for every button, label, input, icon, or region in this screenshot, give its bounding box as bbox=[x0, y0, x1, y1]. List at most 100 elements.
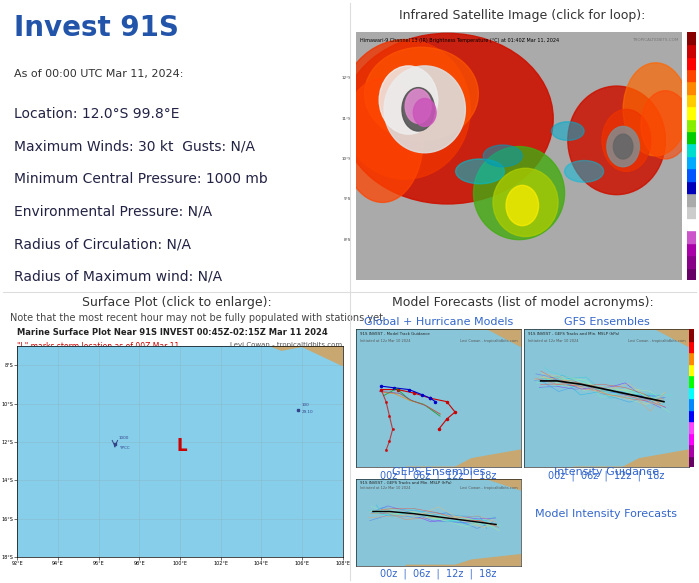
Bar bbox=[687, 44, 696, 57]
Ellipse shape bbox=[568, 86, 665, 195]
Text: Surface Plot (click to enlarge):: Surface Plot (click to enlarge): bbox=[82, 296, 271, 309]
Polygon shape bbox=[271, 346, 343, 366]
Ellipse shape bbox=[365, 47, 478, 141]
Text: 91S INVEST - Model Track Guidance: 91S INVEST - Model Track Guidance bbox=[360, 332, 429, 336]
Ellipse shape bbox=[602, 110, 651, 171]
Bar bbox=[687, 57, 696, 69]
Text: 10°S: 10°S bbox=[342, 157, 352, 161]
Text: GEPS Ensembles: GEPS Ensembles bbox=[392, 467, 485, 477]
Text: TROPICALTIDBITS.COM: TROPICALTIDBITS.COM bbox=[632, 38, 679, 42]
Ellipse shape bbox=[473, 146, 565, 240]
Text: 100: 100 bbox=[302, 403, 310, 407]
Bar bbox=[687, 205, 696, 218]
Bar bbox=[689, 329, 694, 340]
Ellipse shape bbox=[456, 159, 505, 184]
Bar bbox=[687, 218, 696, 230]
Text: Global + Hurricane Models: Global + Hurricane Models bbox=[364, 317, 513, 326]
Text: Radius of Maximum wind: N/A: Radius of Maximum wind: N/A bbox=[14, 270, 222, 284]
Bar bbox=[689, 398, 694, 410]
Text: 11°S: 11°S bbox=[342, 117, 352, 121]
Bar bbox=[689, 352, 694, 364]
Text: Maximum Winds: 30 kt  Gusts: N/A: Maximum Winds: 30 kt Gusts: N/A bbox=[14, 139, 255, 153]
Ellipse shape bbox=[342, 33, 553, 204]
Text: Levi Cowan - tropicaltidbits.com: Levi Cowan - tropicaltidbits.com bbox=[231, 342, 343, 348]
Ellipse shape bbox=[623, 63, 689, 156]
Polygon shape bbox=[631, 329, 689, 346]
Text: Environmental Pressure: N/A: Environmental Pressure: N/A bbox=[14, 205, 212, 219]
Text: Infrared Satellite Image (click for loop):: Infrared Satellite Image (click for loop… bbox=[399, 9, 646, 22]
Text: Location: 12.0°S 99.8°E: Location: 12.0°S 99.8°E bbox=[14, 107, 180, 121]
Bar bbox=[689, 410, 694, 422]
Bar bbox=[687, 156, 696, 168]
Text: Marine Surface Plot Near 91S INVEST 00:45Z-02:15Z Mar 11 2024: Marine Surface Plot Near 91S INVEST 00:4… bbox=[17, 328, 328, 336]
Text: Himawari-9 Channel 13 (IR) Brightness Temperature (°C) at 01:40Z Mar 11, 2024: Himawari-9 Channel 13 (IR) Brightness Te… bbox=[360, 38, 559, 43]
Text: Model Forecasts (list of model acronyms):: Model Forecasts (list of model acronyms)… bbox=[391, 296, 654, 309]
Ellipse shape bbox=[506, 185, 538, 226]
Text: GFS Ensembles: GFS Ensembles bbox=[563, 317, 649, 326]
Bar bbox=[687, 118, 696, 131]
Text: 91S INVEST - GEPS Tracks and Min. MSLP (hPa): 91S INVEST - GEPS Tracks and Min. MSLP (… bbox=[360, 481, 452, 485]
Text: 00z  |  06z  |  12z  |  18z: 00z | 06z | 12z | 18z bbox=[380, 568, 497, 579]
Text: 00z  |  06z  |  12z  |  18z: 00z | 06z | 12z | 18z bbox=[548, 470, 665, 481]
Polygon shape bbox=[463, 329, 521, 346]
Bar bbox=[689, 433, 694, 444]
Ellipse shape bbox=[607, 127, 640, 167]
Bar bbox=[687, 143, 696, 156]
Text: "L" marks storm location as of 00Z Mar 11: "L" marks storm location as of 00Z Mar 1… bbox=[17, 342, 180, 351]
Ellipse shape bbox=[565, 160, 604, 182]
Bar bbox=[687, 106, 696, 118]
Text: Initiated at 12z Mar 10 2024: Initiated at 12z Mar 10 2024 bbox=[360, 339, 410, 343]
Bar bbox=[689, 364, 694, 375]
Bar bbox=[687, 94, 696, 106]
Ellipse shape bbox=[613, 134, 633, 159]
Bar bbox=[687, 69, 696, 82]
Ellipse shape bbox=[384, 66, 466, 153]
Text: 29.10: 29.10 bbox=[302, 410, 314, 415]
Polygon shape bbox=[573, 450, 689, 468]
Ellipse shape bbox=[340, 40, 470, 179]
Text: Invest 91S: Invest 91S bbox=[14, 15, 179, 43]
Bar bbox=[687, 255, 696, 268]
Bar bbox=[689, 375, 694, 387]
Text: 91S INVEST - GEFS Tracks and Min. MSLP (hPa): 91S INVEST - GEFS Tracks and Min. MSLP (… bbox=[528, 332, 619, 336]
Ellipse shape bbox=[413, 99, 436, 127]
Text: Levi Cowan - tropicaltidbits.com: Levi Cowan - tropicaltidbits.com bbox=[460, 339, 517, 343]
Text: Minimum Central Pressure: 1000 mb: Minimum Central Pressure: 1000 mb bbox=[14, 172, 268, 186]
Text: Model Intensity Forecasts: Model Intensity Forecasts bbox=[535, 508, 677, 519]
Bar bbox=[687, 168, 696, 181]
Text: Radius of Circulation: N/A: Radius of Circulation: N/A bbox=[14, 237, 191, 251]
Polygon shape bbox=[405, 450, 521, 468]
Bar bbox=[687, 230, 696, 243]
Text: YPCC: YPCC bbox=[119, 446, 130, 450]
Text: Levi Cowan - tropicaltidbits.com: Levi Cowan - tropicaltidbits.com bbox=[460, 486, 517, 490]
Text: 1000: 1000 bbox=[119, 436, 129, 440]
Bar bbox=[689, 422, 694, 433]
Text: As of 00:00 UTC Mar 11, 2024:: As of 00:00 UTC Mar 11, 2024: bbox=[14, 69, 183, 79]
Ellipse shape bbox=[379, 66, 438, 134]
Bar bbox=[687, 82, 696, 94]
Ellipse shape bbox=[552, 122, 584, 141]
Bar bbox=[689, 387, 694, 398]
Text: Initiated at 12z Mar 10 2024: Initiated at 12z Mar 10 2024 bbox=[528, 339, 578, 343]
Bar bbox=[689, 456, 694, 468]
Bar bbox=[687, 193, 696, 205]
Bar bbox=[687, 243, 696, 255]
Text: 00z  |  06z  |  12z  |  18z: 00z | 06z | 12z | 18z bbox=[380, 470, 497, 481]
Ellipse shape bbox=[493, 168, 558, 237]
Ellipse shape bbox=[641, 91, 690, 159]
Ellipse shape bbox=[342, 78, 423, 202]
Text: 8°S: 8°S bbox=[344, 238, 352, 241]
Bar bbox=[687, 131, 696, 143]
Text: L: L bbox=[177, 437, 187, 455]
Ellipse shape bbox=[402, 87, 435, 131]
Bar bbox=[689, 340, 694, 352]
Text: Note that the most recent hour may not be fully populated with stations yet.: Note that the most recent hour may not b… bbox=[10, 313, 387, 323]
Text: Intensity Guidance: Intensity Guidance bbox=[554, 467, 659, 477]
Text: Initiated at 12z Mar 10 2024: Initiated at 12z Mar 10 2024 bbox=[360, 486, 410, 490]
Ellipse shape bbox=[405, 89, 431, 123]
Bar bbox=[687, 31, 696, 44]
Text: Levi Cowan - tropicaltidbits.com: Levi Cowan - tropicaltidbits.com bbox=[628, 339, 685, 343]
Bar bbox=[689, 444, 694, 456]
Text: 9°S: 9°S bbox=[344, 197, 352, 201]
Polygon shape bbox=[405, 554, 521, 566]
